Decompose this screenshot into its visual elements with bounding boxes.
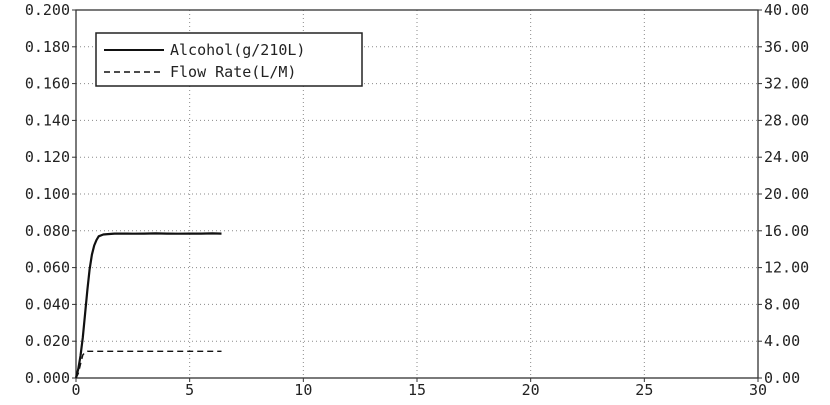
- left-tick-label: 0.160: [25, 75, 70, 93]
- series-line-flow-rate: [75, 350, 222, 379]
- series-line-alcohol: [74, 232, 222, 379]
- right-tick-label: 12.00: [764, 259, 809, 277]
- left-tick-label: 0.100: [25, 185, 70, 203]
- left-tick-label: 0.040: [25, 295, 70, 313]
- right-tick-label: 16.00: [764, 222, 809, 240]
- left-tick-label: 0.120: [25, 148, 70, 166]
- x-tick-label: 5: [185, 381, 194, 399]
- right-axis-ticks: 0.00 4.00 8.00 12.00 16.00 20.00 24.00 28.00 32.…: [758, 1, 809, 387]
- left-tick-label: 0.200: [25, 1, 70, 19]
- right-tick-label: 32.00: [764, 75, 809, 93]
- x-tick-label: 15: [408, 381, 426, 399]
- legend-label-alcohol: Alcohol(g/210L): [170, 41, 305, 59]
- series-layer: [74, 232, 222, 379]
- x-axis-ticks: 0 5 10 15 20 25 30: [71, 378, 767, 399]
- right-tick-label: 0.00: [764, 369, 800, 387]
- legend: Alcohol(g/210L) Flow Rate(L/M): [95, 32, 363, 87]
- left-tick-label: 0.060: [25, 259, 70, 277]
- right-tick-label: 40.00: [764, 1, 809, 19]
- grid: [76, 10, 758, 378]
- left-tick-label: 0.020: [25, 332, 70, 350]
- x-tick-label: 30: [749, 381, 767, 399]
- legend-label-flow-rate: Flow Rate(L/M): [170, 63, 296, 81]
- x-tick-label: 20: [522, 381, 540, 399]
- x-tick-label: 10: [294, 381, 312, 399]
- left-axis-ticks: 0.000 0.020 0.040 0.060 0.080 0.100 0.120 0.140…: [25, 1, 76, 387]
- legend-box: [95, 32, 363, 87]
- left-tick-label: 0.000: [25, 369, 70, 387]
- left-tick-label: 0.080: [25, 222, 70, 240]
- left-tick-label: 0.140: [25, 111, 70, 129]
- x-tick-label: 0: [71, 381, 80, 399]
- right-tick-label: 20.00: [764, 185, 809, 203]
- x-tick-label: 25: [635, 381, 653, 399]
- right-tick-label: 4.00: [764, 332, 800, 350]
- left-tick-label: 0.180: [25, 38, 70, 56]
- right-tick-label: 36.00: [764, 38, 809, 56]
- right-tick-label: 28.00: [764, 111, 809, 129]
- right-tick-label: 24.00: [764, 148, 809, 166]
- right-tick-label: 8.00: [764, 295, 800, 313]
